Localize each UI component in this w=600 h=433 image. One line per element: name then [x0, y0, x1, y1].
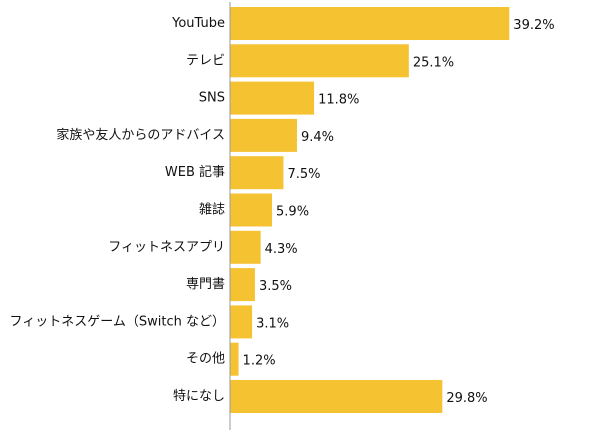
- category-label: フィットネスゲーム（Switch など）: [10, 314, 225, 329]
- category-label: 家族や友人からのアドバイス: [56, 127, 225, 143]
- bar-10: [230, 342, 239, 376]
- category-label: その他: [186, 352, 225, 367]
- value-label: 1.2%: [243, 354, 276, 369]
- value-label: 5.9%: [276, 205, 309, 220]
- category-label: フィットネスアプリ: [108, 240, 225, 255]
- value-label: 7.5%: [287, 167, 320, 182]
- bar-2: [230, 44, 409, 78]
- category-label: 特になし: [173, 389, 225, 404]
- bar-6: [230, 193, 273, 227]
- bar-8: [230, 268, 255, 302]
- value-label: 29.8%: [446, 391, 487, 406]
- category-label: 雑誌: [199, 202, 225, 218]
- value-label: 9.4%: [301, 130, 334, 145]
- value-label: 11.8%: [318, 93, 359, 108]
- bars-group: [230, 7, 510, 413]
- bar-3: [230, 81, 315, 115]
- category-label: SNS: [199, 91, 225, 106]
- category-label: 専門書: [186, 277, 225, 292]
- value-label: 25.1%: [413, 55, 454, 70]
- category-labels-group: YouTube テレビ SNS 家族や友人からのアドバイス WEB 記事雑誌フィットネス…: [10, 16, 225, 404]
- category-label: YouTube: [171, 16, 225, 31]
- value-label: 4.3%: [265, 242, 298, 257]
- bar-7: [230, 230, 261, 264]
- bar-1: [230, 7, 510, 40]
- category-label: テレビ: [186, 53, 225, 68]
- value-label: 39.2%: [513, 18, 554, 33]
- bar-9: [230, 305, 253, 339]
- bar-5: [230, 156, 284, 190]
- category-label: WEB 記事: [165, 164, 225, 180]
- value-label: 3.5%: [259, 279, 292, 294]
- value-labels-group: 39.2% 25.1% 11.8% 9.4% 7.5% 5.9% 4.3% 3.5% 3.1% 1…: [243, 18, 555, 406]
- bar-11: [230, 380, 443, 413]
- bar-4: [230, 118, 297, 152]
- value-label: 3.1%: [256, 316, 289, 331]
